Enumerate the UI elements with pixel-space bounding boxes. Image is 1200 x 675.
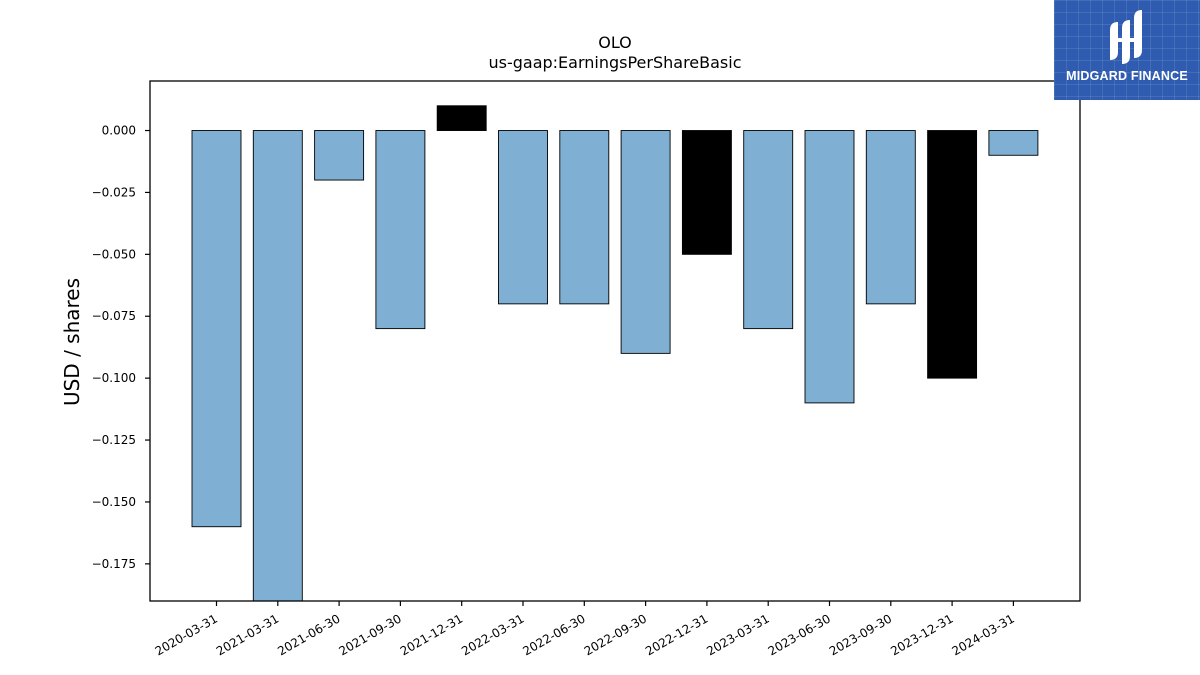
x-tick-label: 2022-12-31 (643, 611, 710, 658)
x-axis: 2020-03-312021-03-312021-06-302021-09-30… (153, 601, 1017, 658)
bar-2022-03-31 (498, 130, 548, 305)
bar-2023-03-31 (743, 130, 794, 330)
bar-2020-03-31 (191, 130, 242, 528)
bar-2021-09-30 (375, 130, 426, 330)
bar-2021-12-31 (436, 105, 487, 131)
bar-2022-06-30 (559, 130, 610, 305)
x-tick-label: 2023-06-30 (766, 611, 833, 658)
plot-frame (149, 80, 1081, 602)
midgard-finance-logo: MIDGARD FINANCE (1054, 0, 1200, 100)
y-tick-label: −0.050 (92, 247, 136, 261)
bar-2023-12-31 (927, 130, 978, 379)
y-tick-label: −0.025 (92, 185, 136, 199)
midgard-logo-icon (1110, 10, 1142, 64)
bar-2021-06-30 (314, 130, 365, 181)
y-tick-label: −0.125 (92, 433, 136, 447)
x-tick-label: 2023-09-30 (827, 611, 894, 658)
x-tick-label: 2022-06-30 (520, 611, 587, 658)
bar-2021-03-31 (252, 130, 303, 602)
x-tick-label: 2021-12-31 (398, 611, 465, 658)
logo-text: MIDGARD FINANCE (1066, 69, 1188, 83)
bar-2024-03-31 (988, 130, 1039, 156)
x-tick-label: 2020-03-31 (153, 611, 220, 658)
bar-2022-09-30 (620, 130, 671, 354)
x-tick-label: 2023-12-31 (888, 611, 955, 658)
bar-2022-12-31 (681, 130, 732, 255)
x-tick-label: 2022-09-30 (582, 611, 649, 658)
x-tick-label: 2022-03-31 (459, 611, 526, 658)
y-tick-label: −0.150 (92, 495, 136, 509)
x-tick-label: 2023-03-31 (704, 611, 771, 658)
x-tick-label: 2021-03-31 (214, 611, 281, 658)
y-axis: 0.000 −0.025 −0.050 −0.075 −0.100 −0.125 −0.15… (92, 124, 150, 571)
bar-2023-09-30 (865, 130, 916, 305)
x-tick-label: 2021-06-30 (275, 611, 342, 658)
chart-title: OLO (598, 33, 632, 52)
bar-2023-06-30 (804, 130, 855, 404)
x-tick-label: 2021-09-30 (336, 611, 403, 658)
bars-group (191, 105, 1039, 602)
chart-subtitle: us-gaap:EarningsPerShareBasic (488, 53, 742, 72)
x-tick-label: 2024-03-31 (949, 611, 1016, 658)
y-tick-label: −0.100 (92, 371, 136, 385)
y-axis-label: USD / shares (60, 277, 84, 407)
y-tick-label: 0.000 (102, 124, 136, 138)
y-tick-label: −0.075 (92, 309, 136, 323)
y-tick-label: −0.175 (92, 557, 136, 571)
